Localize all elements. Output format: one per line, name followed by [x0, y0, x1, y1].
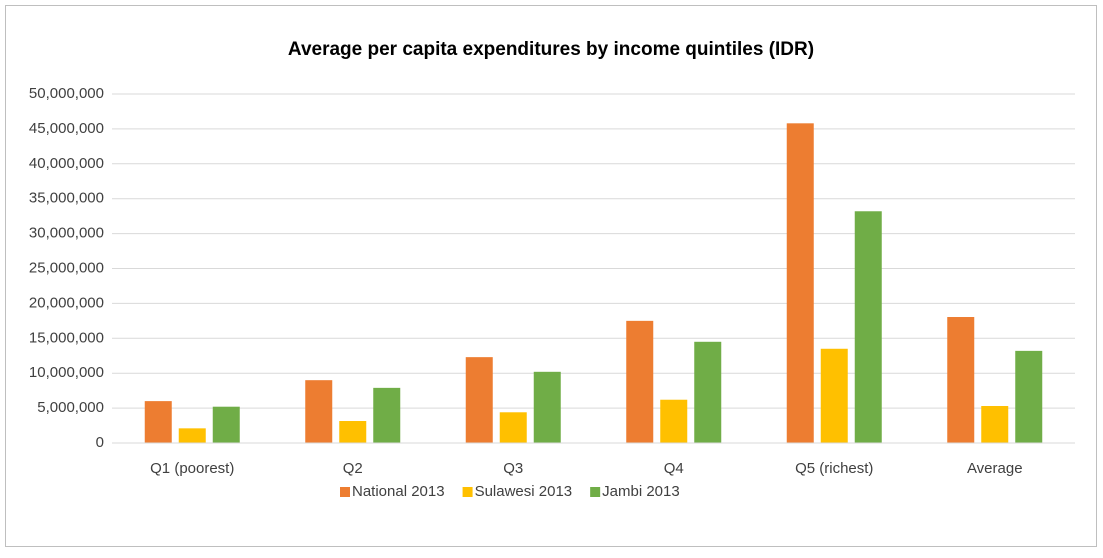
bar [660, 399, 688, 443]
x-tick-label: Q4 [664, 460, 684, 477]
bar [854, 211, 882, 443]
y-tick-label: 50,000,000 [29, 85, 104, 102]
bar [694, 341, 722, 443]
y-tick-label: 0 [96, 434, 104, 451]
y-tick-label: 25,000,000 [29, 259, 104, 276]
bar [533, 371, 561, 443]
x-tick-label: Q5 (richest) [795, 460, 873, 477]
bar [212, 406, 240, 443]
x-tick-label: Average [967, 460, 1023, 477]
y-tick-label: 30,000,000 [29, 225, 104, 242]
legend-swatch [590, 487, 601, 497]
legend-label: Sulawesi 2013 [475, 483, 573, 500]
y-tick-label: 45,000,000 [29, 120, 104, 137]
y-tick-label: 15,000,000 [29, 329, 104, 346]
bar [981, 406, 1009, 443]
bar [626, 320, 654, 443]
chart-border [5, 5, 1097, 547]
y-tick-label: 10,000,000 [29, 364, 104, 381]
y-tick-label: 35,000,000 [29, 190, 104, 207]
bar [144, 401, 172, 443]
y-tick-label: 20,000,000 [29, 294, 104, 311]
y-tick-label: 5,000,000 [37, 399, 104, 416]
bar [178, 428, 206, 443]
bar [820, 348, 848, 443]
legend-label: National 2013 [352, 483, 445, 500]
bar [1015, 350, 1043, 443]
chart-title: Average per capita expenditures by incom… [288, 39, 814, 60]
x-tick-label: Q3 [503, 460, 523, 477]
bar [465, 357, 493, 443]
x-tick-label: Q1 (poorest) [150, 460, 234, 477]
bar [305, 380, 333, 443]
legend-swatch [462, 487, 473, 497]
bar [373, 387, 401, 443]
bar [947, 317, 975, 443]
bar [786, 123, 814, 443]
bar [339, 421, 367, 443]
x-tick-label: Q2 [343, 460, 363, 477]
legend-swatch [340, 487, 350, 497]
y-tick-label: 40,000,000 [29, 155, 104, 172]
bar [499, 412, 527, 443]
legend-label: Jambi 2013 [602, 483, 680, 500]
